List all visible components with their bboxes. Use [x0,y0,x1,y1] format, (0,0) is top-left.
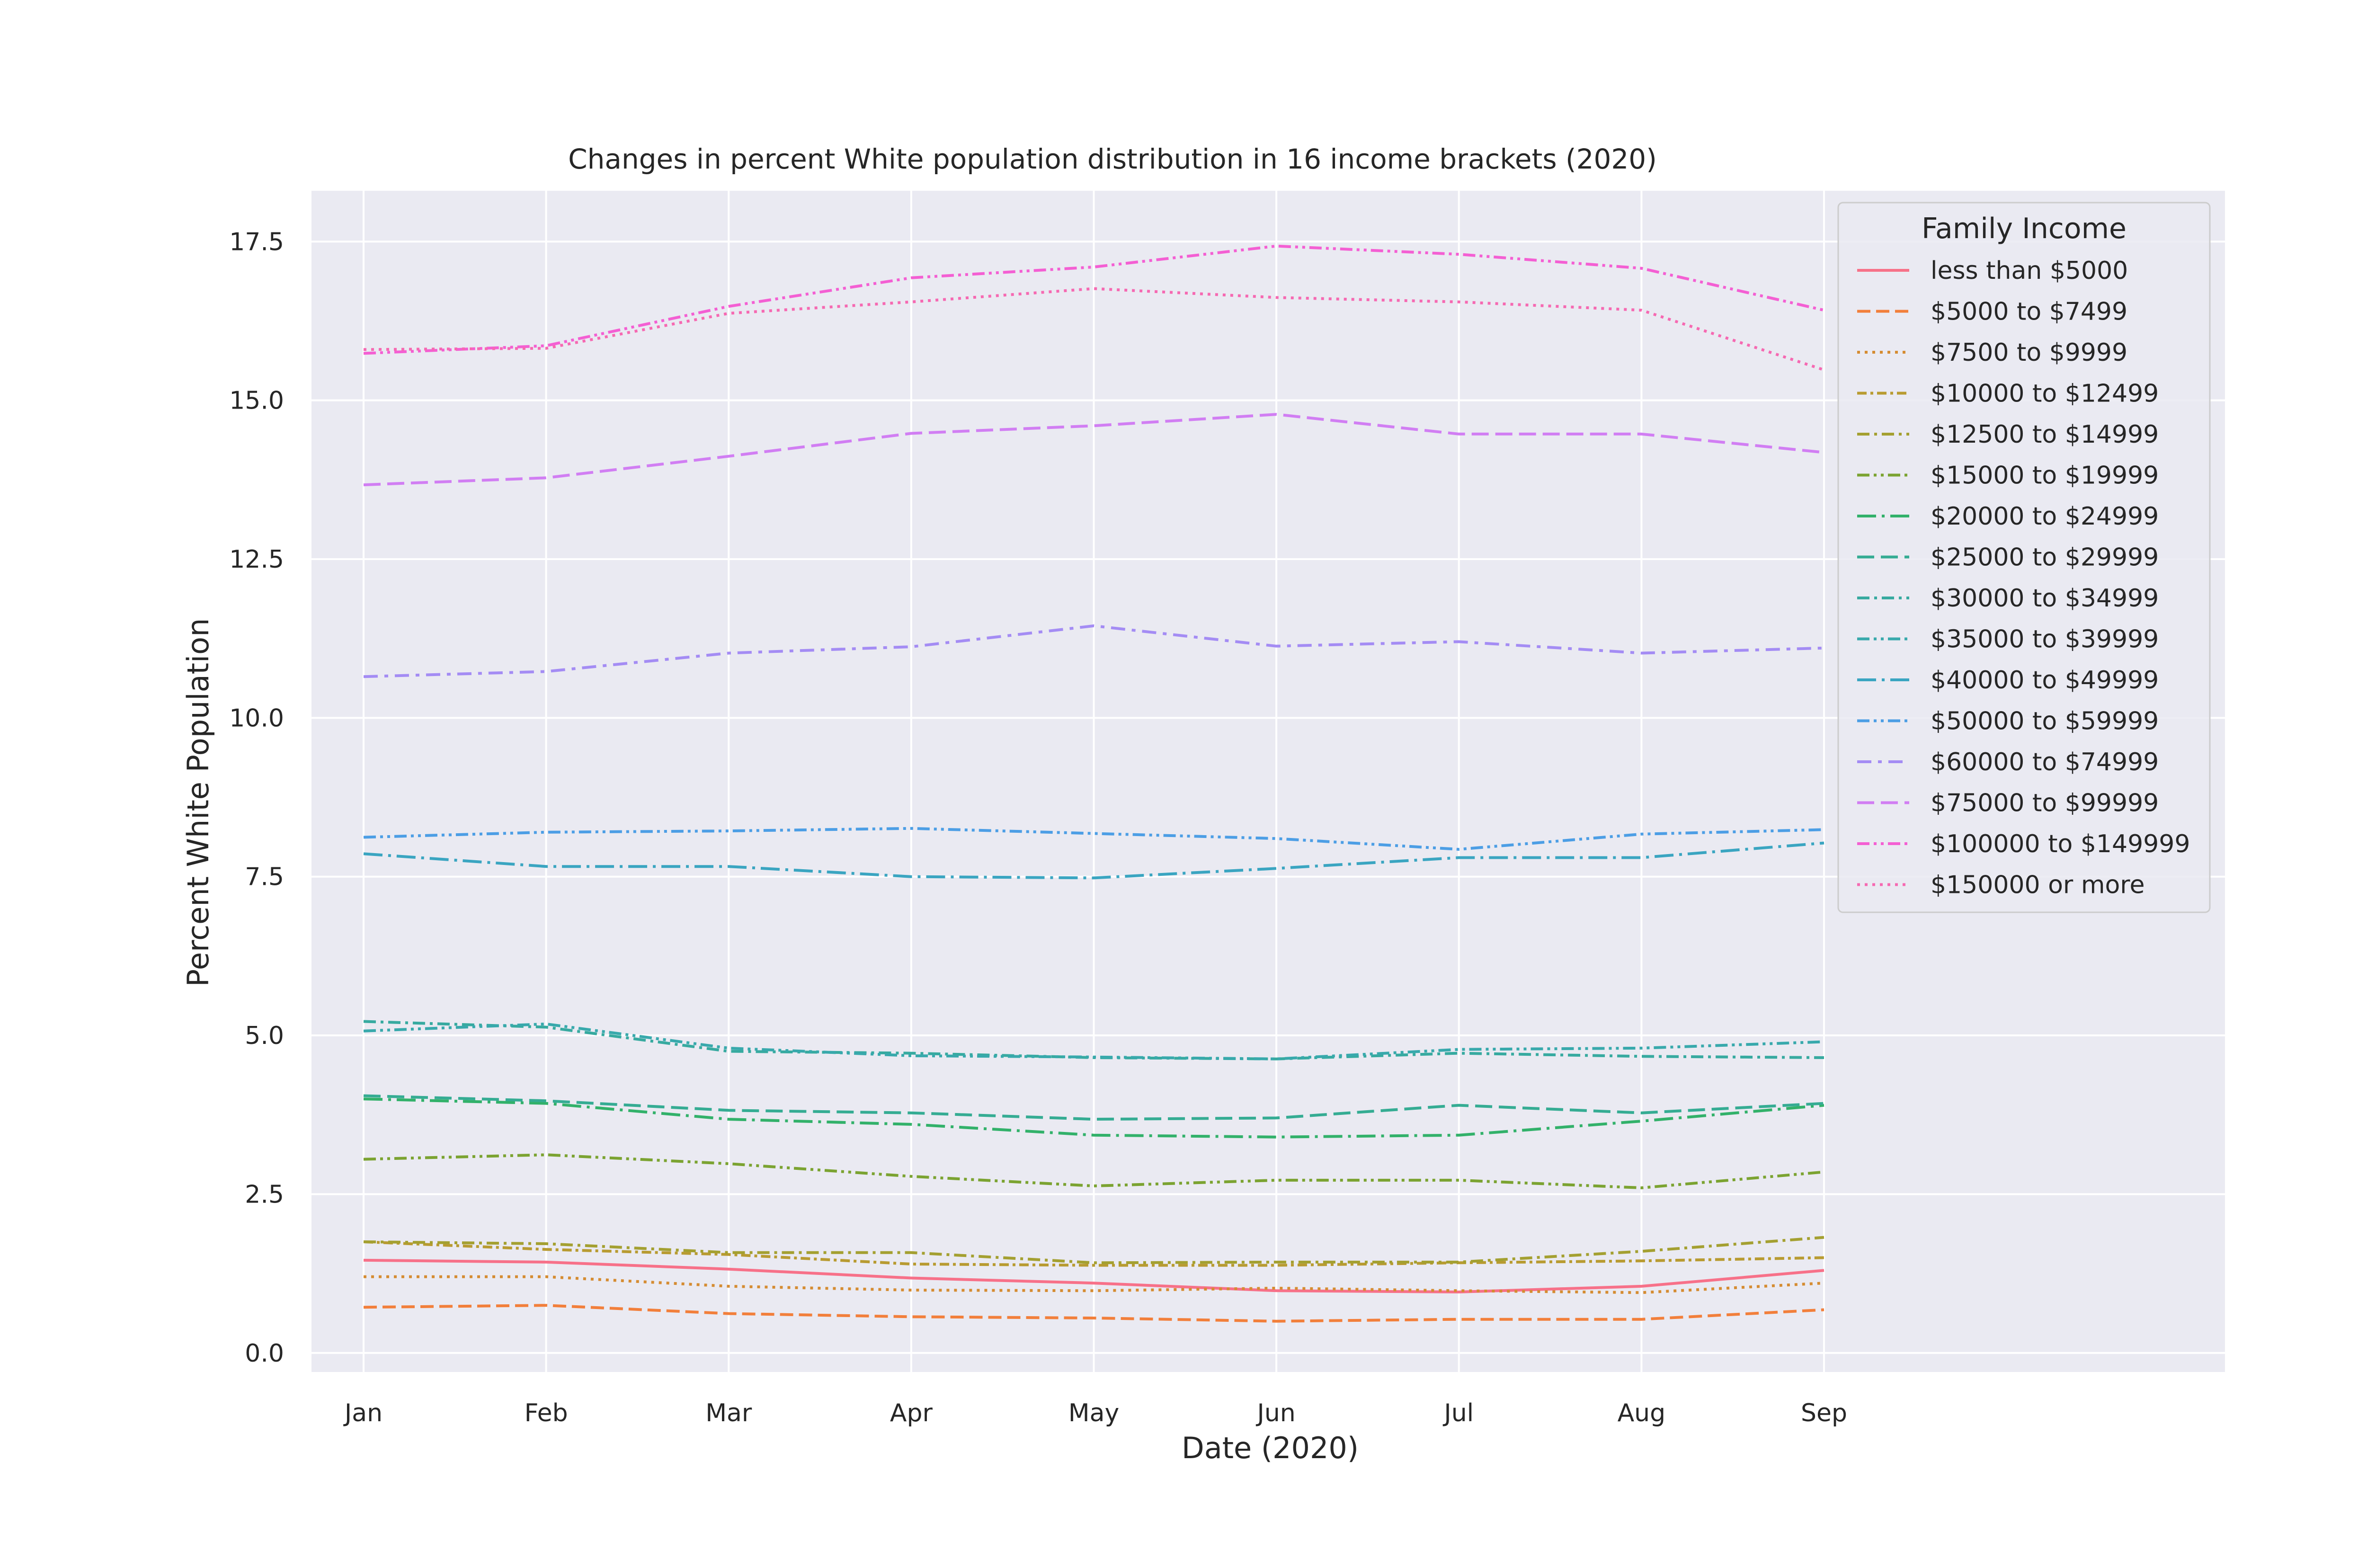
series-line [363,1258,1824,1293]
y-tick-label: 0.0 [245,1339,284,1368]
legend-label: $60000 to $74999 [1931,748,2159,776]
legend-label: $10000 to $12499 [1931,380,2159,408]
legend-box [1837,202,2211,913]
series-line [363,1022,1824,1060]
x-tick-label: Jul [1442,1399,1474,1427]
legend-label: $12500 to $14999 [1931,420,2159,449]
y-tick-label: 5.0 [245,1022,284,1050]
legend-label: $5000 to $7499 [1931,298,2127,326]
x-tick-label: Feb [525,1399,568,1427]
legend-label: $30000 to $34999 [1931,584,2159,613]
legend-label: $20000 to $24999 [1931,502,2159,531]
legend-label: less than $5000 [1931,257,2128,285]
y-tick-label: 12.5 [229,545,284,574]
y-tick-label: 15.0 [229,387,284,415]
x-tick-label: Mar [705,1399,752,1427]
series-line [363,624,1824,678]
legend-label: $35000 to $39999 [1931,625,2159,654]
series-line [363,287,1824,372]
legend-label: $15000 to $19999 [1931,462,2159,490]
y-axis-label: Percent White Population [181,618,215,987]
x-tick-label: Sep [1801,1399,1847,1427]
legend-label: $100000 to $149999 [1931,830,2190,858]
legend-title: Family Income [1922,212,2127,245]
x-tick-label: Apr [890,1399,933,1427]
series-line [363,1236,1824,1265]
x-tick-label: Jan [343,1399,383,1427]
y-tick-label: 17.5 [229,228,284,256]
x-tick-label: May [1068,1399,1120,1427]
series-line [363,827,1824,851]
series-line [363,841,1824,880]
series-line [363,1097,1824,1139]
series-line [363,1153,1824,1189]
legend-label: $40000 to $49999 [1931,666,2159,695]
series-line [363,1304,1824,1323]
legend-label: $25000 to $29999 [1931,543,2159,572]
legend-label: $50000 to $59999 [1931,707,2159,736]
series-line [364,1275,1824,1294]
legend-label: $150000 or more [1931,871,2145,900]
x-axis-label: Date (2020) [1182,1431,1359,1465]
x-tick-label: Aug [1618,1399,1666,1427]
series-line [363,413,1824,487]
x-tick-label: Jun [1256,1399,1296,1427]
series-line [363,244,1824,355]
legend-label: $7500 to $9999 [1931,339,2127,367]
series-line [363,1240,1824,1267]
series-line [363,1094,1824,1121]
y-tick-label: 7.5 [245,863,284,891]
y-tick-label: 10.0 [229,704,284,732]
y-tick-label: 2.5 [245,1180,284,1209]
chart-title: Changes in percent White population dist… [568,143,1657,175]
legend-label: $75000 to $99999 [1931,789,2159,818]
